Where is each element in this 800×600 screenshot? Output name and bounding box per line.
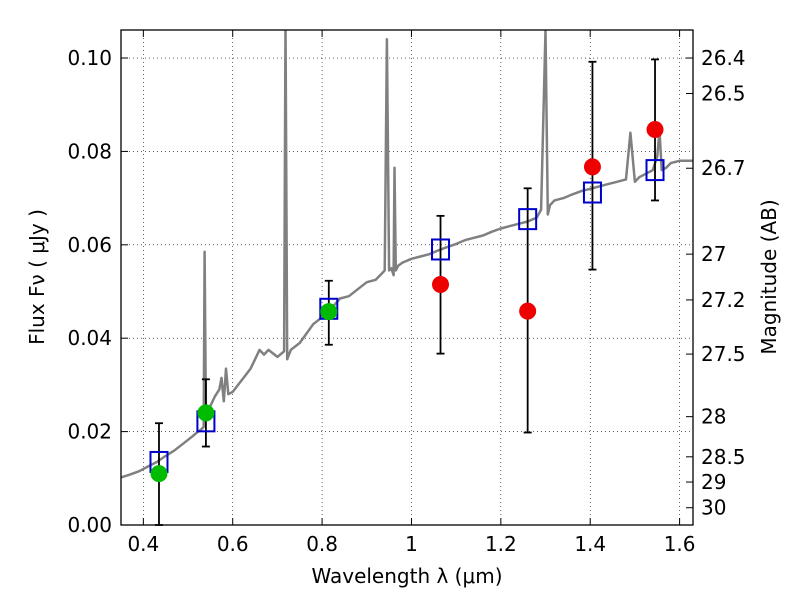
spectrum-line bbox=[121, 30, 693, 479]
y-tick-label: 0.06 bbox=[67, 233, 112, 257]
right-tick-label: 27 bbox=[701, 242, 726, 266]
x-tick-label: 1.6 bbox=[664, 532, 696, 556]
y-tick-label: 0.04 bbox=[67, 326, 112, 350]
observed-point bbox=[646, 120, 664, 138]
observed-point bbox=[583, 158, 601, 176]
x-tick-label: 0.8 bbox=[306, 532, 338, 556]
right-tick-label: 28 bbox=[701, 405, 726, 429]
x-tick-label: 1 bbox=[405, 532, 418, 556]
observed-point bbox=[320, 303, 338, 321]
right-tick-label: 27.2 bbox=[701, 288, 746, 312]
model-point bbox=[431, 238, 451, 261]
observed-point bbox=[197, 404, 215, 422]
right-tick-label: 26.5 bbox=[701, 82, 746, 106]
y-tick-label: 0.00 bbox=[67, 513, 112, 537]
y-tick-label: 0.08 bbox=[67, 139, 112, 163]
y-axis-label: Flux Fν ( μJy ) bbox=[25, 209, 49, 345]
model-point bbox=[518, 208, 538, 231]
plot-frame bbox=[120, 29, 694, 526]
observed-point bbox=[519, 302, 537, 320]
x-tick-label: 1.2 bbox=[485, 532, 517, 556]
spectrum-layer bbox=[121, 30, 693, 479]
x-axis-label: Wavelength λ (μm) bbox=[311, 564, 502, 588]
y-tick-label: 0.10 bbox=[67, 46, 112, 70]
y-tick-label: 0.02 bbox=[67, 420, 112, 444]
right-tick-label: 29 bbox=[701, 470, 726, 494]
x-tick-label: 1.4 bbox=[574, 532, 606, 556]
x-tick-label: 0.4 bbox=[127, 532, 159, 556]
right-tick-label: 26.4 bbox=[701, 46, 746, 70]
observed-point bbox=[432, 276, 450, 294]
right-tick-label: 30 bbox=[701, 496, 726, 520]
right-tick-label: 28.5 bbox=[701, 445, 746, 469]
observed-point bbox=[150, 465, 168, 483]
right-axis-label: Magnitude (AB) bbox=[757, 199, 781, 354]
observed-points bbox=[150, 120, 664, 483]
x-tick-label: 0.6 bbox=[217, 532, 249, 556]
y-axis: 0.00 0.02 0.04 0.06 0.08 0.10 bbox=[67, 46, 128, 537]
x-axis: 0.4 0.6 0.8 1 1.2 1.4 1.6 bbox=[127, 30, 696, 556]
model-points bbox=[149, 159, 665, 473]
right-tick-label: 27.5 bbox=[701, 342, 746, 366]
model-point bbox=[645, 159, 665, 182]
grid bbox=[121, 30, 693, 525]
model-point bbox=[582, 181, 602, 204]
right-tick-label: 26.7 bbox=[701, 156, 746, 180]
plot-background bbox=[121, 30, 693, 525]
